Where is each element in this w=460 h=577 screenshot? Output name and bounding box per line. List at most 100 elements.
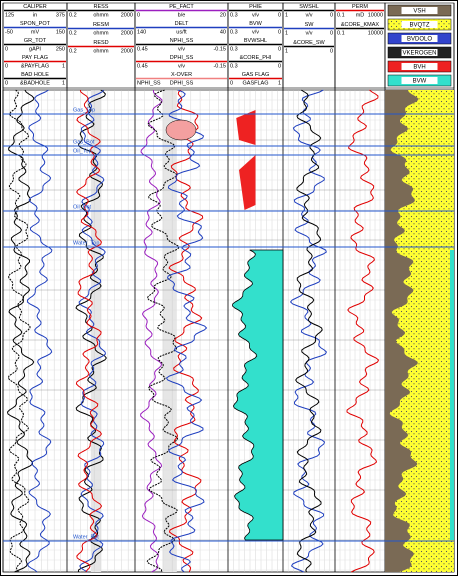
curve-max: 2000: [121, 30, 133, 36]
curve-max: 0: [278, 63, 281, 69]
log-curve: [146, 89, 180, 573]
curve-max: 0: [278, 12, 281, 18]
curve-unit: v/v: [178, 46, 185, 52]
log-curve: [346, 89, 380, 573]
curve-unit: v/v: [178, 63, 185, 69]
legend-label: BVW: [413, 78, 427, 84]
legend-label: VKEROGEN: [402, 50, 436, 56]
curve-min: 0: [5, 80, 8, 86]
curve-unit: DPHI_SS: [170, 80, 194, 86]
curve-name: &CORE_SW: [293, 40, 325, 46]
zone-label: Gas_Top: [73, 107, 95, 113]
bvw-fill: [232, 249, 284, 541]
bvh-fill: [239, 155, 256, 210]
curve-name: BVWSHL: [244, 38, 267, 44]
curve-min: 0.45: [137, 63, 148, 69]
legend-label: BVDOLO: [407, 36, 432, 42]
curve-name: BVW: [249, 21, 262, 27]
curve-unit: v/v: [305, 12, 312, 18]
log-curve: [7, 89, 31, 573]
curve-unit: mD: [356, 12, 365, 18]
log-curve: [78, 89, 106, 573]
curve-max: 0: [278, 29, 281, 35]
curve-unit: GASFLAG: [243, 80, 269, 86]
curve-name: DPHI_SS: [170, 55, 194, 61]
track-header: [2, 2, 68, 89]
curve-min: 0.3: [230, 12, 238, 18]
curve-min: -50: [5, 29, 13, 35]
curve-unit: b/e: [178, 12, 186, 18]
curve-min: 0.45: [137, 46, 148, 52]
track-header: [134, 2, 229, 89]
curve-min: 0.1: [337, 30, 345, 36]
curve-max: -0.15: [213, 63, 226, 69]
curve-min: 0: [5, 46, 8, 52]
legend-label-bg: [401, 49, 438, 56]
track-header: [384, 2, 455, 89]
curve-name: SPON_POT: [20, 21, 51, 27]
curve-name: SW: [305, 22, 315, 28]
curve-min: 0: [230, 80, 233, 86]
shade: [90, 90, 101, 572]
zone-label: Gas_Bot: [73, 139, 95, 145]
log-curve: [289, 89, 328, 573]
curve-max: 10000: [368, 12, 383, 18]
log-curve: [26, 89, 53, 573]
curve-max: 0: [330, 12, 333, 18]
log-area: [2, 89, 455, 573]
curve-name: SWSHL: [299, 4, 319, 10]
curve-min: 140: [137, 29, 146, 35]
curve-unit: v/v: [252, 12, 259, 18]
curve-max: 150: [56, 29, 65, 35]
curve-unit: us/ft: [176, 29, 187, 35]
track-header: [334, 2, 386, 89]
zone-label: Oil_Bot: [73, 204, 92, 210]
curve-min: NPHI_SS: [137, 80, 161, 86]
curve-max: 10000: [368, 30, 383, 36]
curve-max: 375: [56, 12, 65, 18]
zone-label: Water_Bot: [73, 534, 99, 540]
legend-label: BVH: [413, 64, 425, 70]
curve-max: 2000: [121, 48, 133, 54]
curve-name: GAS FLAG: [242, 72, 270, 78]
curve-unit: gAPI: [29, 46, 41, 52]
curve-max: 40: [220, 29, 226, 35]
curve-max: 250: [56, 46, 65, 52]
zone-label: Water_Top: [73, 240, 99, 246]
legend-label-bg: [401, 35, 438, 42]
curve-unit: v/v: [305, 30, 312, 36]
legend-label-bg: [401, 77, 438, 84]
curve-min: 1: [285, 12, 288, 18]
legend-label-bg: [401, 7, 438, 14]
legend-label-bg: [401, 63, 438, 70]
curve-min: 0.3: [230, 29, 238, 35]
curve-name: RESM: [93, 22, 109, 28]
legend-label: VSH: [413, 8, 425, 14]
curve-max: 20: [220, 12, 226, 18]
curve-unit: ohmm: [93, 48, 109, 54]
legend-label-bg: [401, 21, 438, 28]
curve-unit: &BADHOLE: [20, 80, 50, 86]
curve-unit: in: [33, 12, 37, 18]
curve-max: 0: [330, 48, 333, 54]
curve-name: X-OVER: [171, 72, 192, 78]
curve-min: 0: [137, 12, 140, 18]
curve-min: 0.2: [69, 12, 77, 18]
curve-min: 0.2: [69, 48, 77, 54]
curve-name: NPHI_SS: [170, 38, 194, 44]
curve-name: CALIPER: [23, 4, 47, 10]
curve-max: 1: [62, 80, 65, 86]
log-curve: [165, 89, 208, 573]
track-header: [227, 2, 284, 89]
curve-max: 1: [62, 63, 65, 69]
bvh-fill: [236, 110, 256, 145]
curve-name: PE_FACT: [169, 4, 194, 10]
curve-name: RESD: [93, 40, 108, 46]
curve-min: 0: [5, 63, 8, 69]
curve-min: 1: [285, 30, 288, 36]
curve-name: &CORE_KMAX: [341, 22, 380, 28]
curve-name: PERM: [352, 4, 368, 10]
track-header: [282, 2, 336, 89]
curve-unit: mV: [31, 29, 40, 35]
